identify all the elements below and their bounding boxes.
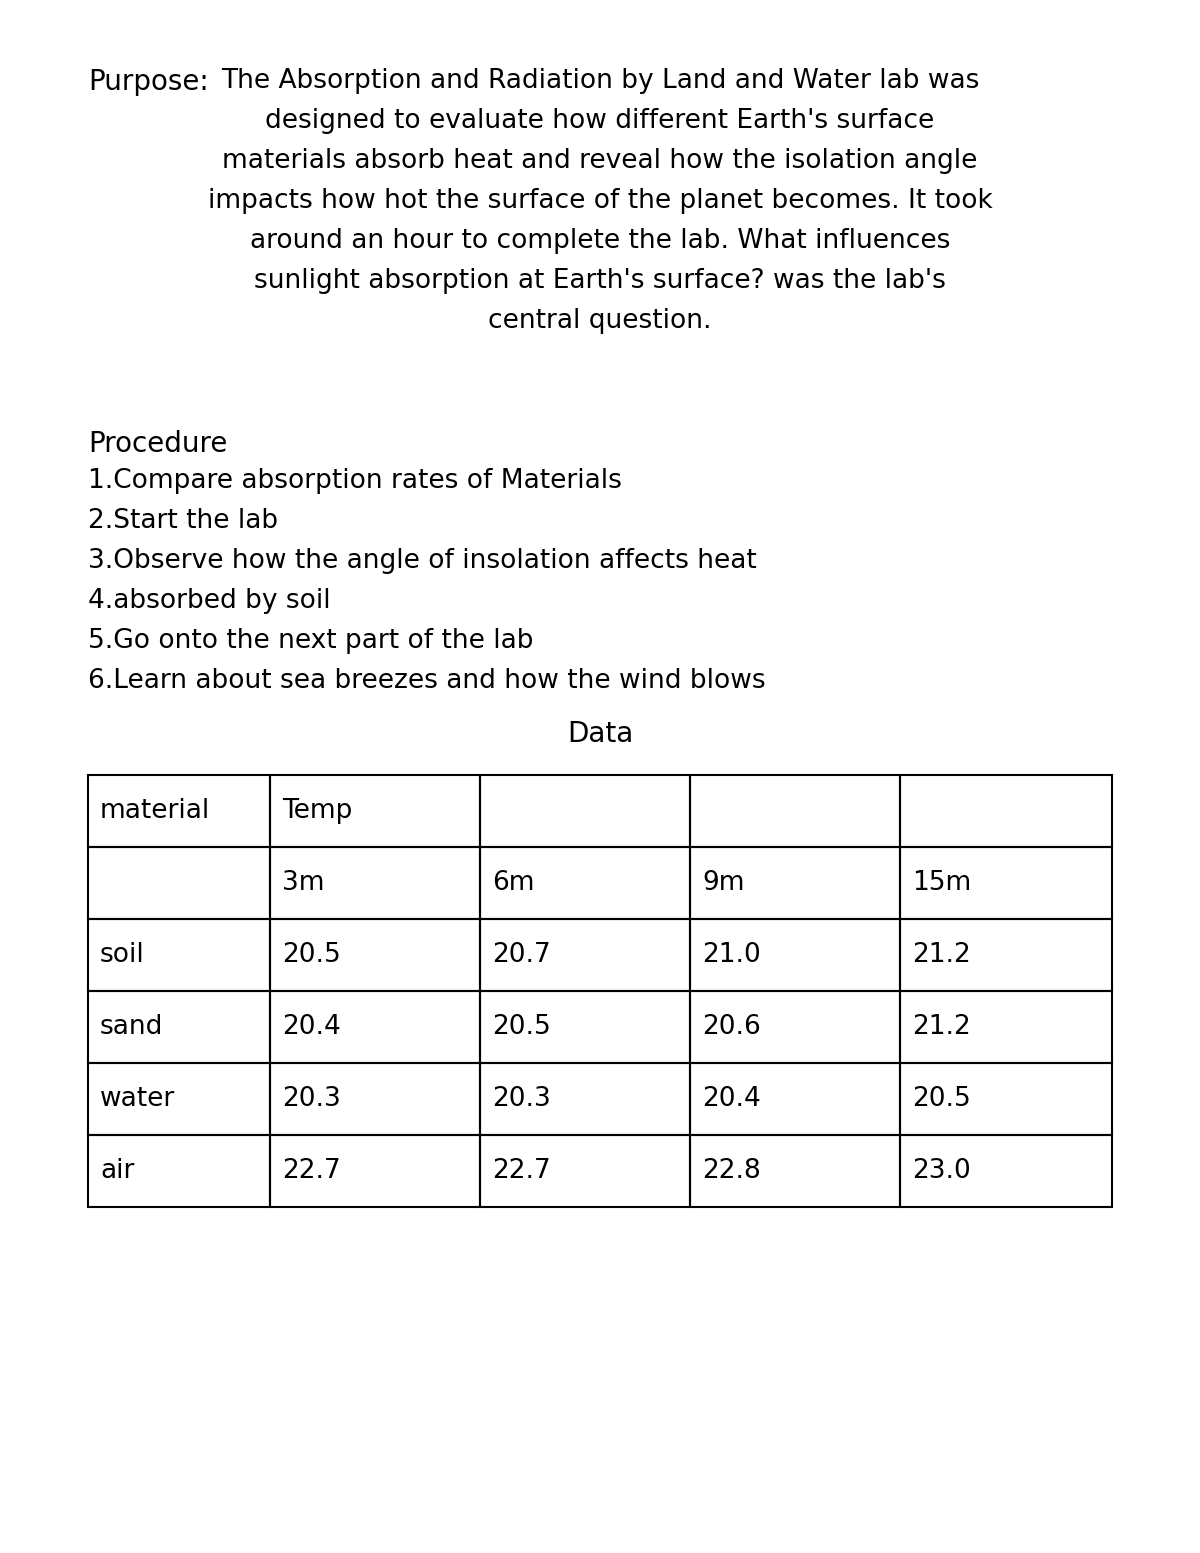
Bar [480, 846, 690, 919]
Bar [270, 846, 480, 919]
Text: material: material [100, 798, 210, 825]
Bar [270, 775, 480, 846]
Text: sand: sand [100, 1014, 163, 1041]
Text: sunlight absorption at Earth's surface? was the lab's: sunlight absorption at Earth's surface? … [254, 269, 946, 294]
Text: 22.8: 22.8 [702, 1159, 761, 1183]
Bar [480, 775, 690, 846]
Bar [900, 919, 1112, 991]
Bar [88, 991, 270, 1062]
Text: around an hour to complete the lab. What influences: around an hour to complete the lab. What… [250, 228, 950, 255]
Text: 20.7: 20.7 [492, 943, 551, 968]
Bar [270, 991, 480, 1062]
Bar [690, 1062, 900, 1135]
Bar [900, 846, 1112, 919]
Text: The Absorption and Radiation by Land and Water lab was: The Absorption and Radiation by Land and… [221, 68, 979, 95]
Bar [690, 991, 900, 1062]
Text: 3.Observe how the angle of insolation affects heat: 3.Observe how the angle of insolation af… [88, 548, 757, 575]
Text: impacts how hot the surface of the planet becomes. It took: impacts how hot the surface of the plane… [208, 188, 992, 214]
Text: Temp: Temp [282, 798, 353, 825]
Bar [480, 1062, 690, 1135]
Bar [690, 775, 900, 846]
Text: 20.3: 20.3 [492, 1086, 551, 1112]
Bar [690, 1135, 900, 1207]
Bar [270, 919, 480, 991]
Text: 23.0: 23.0 [912, 1159, 971, 1183]
Bar [88, 775, 270, 846]
Text: central question.: central question. [488, 307, 712, 334]
Text: water: water [100, 1086, 175, 1112]
Bar [480, 919, 690, 991]
Text: 15m: 15m [912, 870, 971, 896]
Text: 3m: 3m [282, 870, 325, 896]
Text: 20.4: 20.4 [702, 1086, 761, 1112]
Text: 21.2: 21.2 [912, 943, 971, 968]
Bar [480, 991, 690, 1062]
Text: 20.6: 20.6 [702, 1014, 761, 1041]
Bar [480, 1135, 690, 1207]
Text: air: air [100, 1159, 134, 1183]
Text: 5.Go onto the next part of the lab: 5.Go onto the next part of the lab [88, 627, 534, 654]
Bar [88, 919, 270, 991]
Bar [900, 1135, 1112, 1207]
Bar [88, 1062, 270, 1135]
Text: 20.5: 20.5 [912, 1086, 971, 1112]
Text: soil: soil [100, 943, 145, 968]
Text: designed to evaluate how different Earth's surface: designed to evaluate how different Earth… [265, 109, 935, 134]
Bar [900, 1062, 1112, 1135]
Text: 1.Compare absorption rates of Materials: 1.Compare absorption rates of Materials [88, 467, 622, 494]
Bar [900, 775, 1112, 846]
Text: 20.5: 20.5 [492, 1014, 551, 1041]
Bar [690, 846, 900, 919]
Bar [88, 846, 270, 919]
Text: 4.absorbed by soil: 4.absorbed by soil [88, 589, 331, 613]
Text: 20.5: 20.5 [282, 943, 341, 968]
Text: 21.0: 21.0 [702, 943, 761, 968]
Text: 22.7: 22.7 [282, 1159, 341, 1183]
Bar [270, 1135, 480, 1207]
Text: 22.7: 22.7 [492, 1159, 551, 1183]
Bar [900, 991, 1112, 1062]
Text: 6m: 6m [492, 870, 535, 896]
Text: 20.4: 20.4 [282, 1014, 341, 1041]
Text: 20.3: 20.3 [282, 1086, 341, 1112]
Text: Procedure: Procedure [88, 430, 227, 458]
Text: Purpose:: Purpose: [88, 68, 209, 96]
Text: 6.Learn about sea breezes and how the wind blows: 6.Learn about sea breezes and how the wi… [88, 668, 766, 694]
Bar [270, 1062, 480, 1135]
Text: Data: Data [566, 721, 634, 749]
Text: materials absorb heat and reveal how the isolation angle: materials absorb heat and reveal how the… [222, 148, 978, 174]
Text: 9m: 9m [702, 870, 745, 896]
Text: 2.Start the lab: 2.Start the lab [88, 508, 278, 534]
Text: 21.2: 21.2 [912, 1014, 971, 1041]
Bar [88, 1135, 270, 1207]
Bar [690, 919, 900, 991]
